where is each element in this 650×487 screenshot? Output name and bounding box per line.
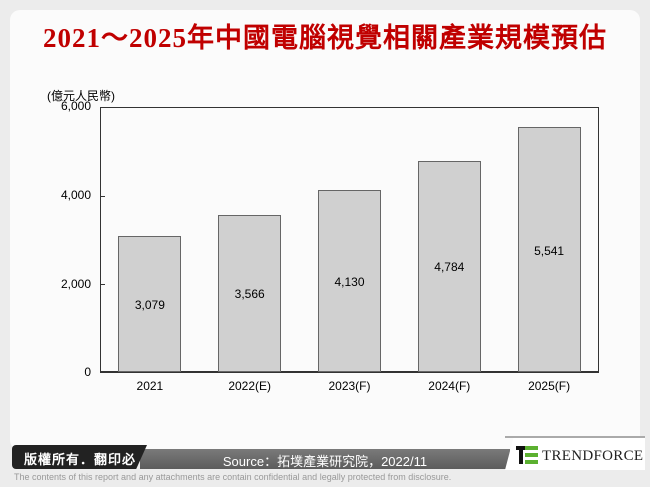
y-tick-label: 2,000 — [60, 277, 91, 291]
x-tick-label: 2022(E) — [228, 379, 272, 393]
bar-value-label: 3,566 — [234, 287, 265, 302]
chart-title: 2021～2025年中國電腦視覺相關產業規模預估 — [43, 23, 607, 53]
x-tick-label: 2025(F) — [528, 379, 571, 393]
y-tick-mark — [100, 196, 105, 197]
source-text: Source：拓墣產業研究院，2022/11 — [222, 454, 428, 469]
copyright-text: 版權所有．翻印必究 — [24, 452, 137, 486]
x-tick-label: 2023(F) — [328, 379, 371, 393]
bar: 5,541 — [517, 127, 581, 372]
trendforce-logo-icon — [516, 446, 538, 464]
copyright-badge: 版權所有．翻印必究 — [12, 445, 147, 469]
source-bar: Source：拓墣產業研究院，2022/11 — [140, 449, 510, 469]
x-tick-label: 2021 — [136, 379, 164, 393]
bar: 3,079 — [118, 236, 182, 372]
y-axis-unit: (億元人民幣) — [47, 89, 115, 103]
logo-divider — [505, 436, 645, 438]
y-tick-label: 0 — [84, 365, 91, 379]
bar-value-label: 5,541 — [534, 243, 565, 258]
bar: 3,566 — [218, 214, 282, 372]
plot-area — [100, 107, 599, 373]
y-tick-mark — [100, 284, 105, 285]
y-tick-label: 4,000 — [60, 188, 91, 202]
trendforce-logo-text: TRENDFORCE — [542, 448, 644, 464]
bar-value-label: 4,130 — [334, 274, 365, 289]
disclaimer: The contents of this report and any atta… — [14, 472, 452, 482]
bar: 4,784 — [417, 160, 481, 372]
bar-value-label: 4,784 — [434, 260, 465, 275]
x-tick-label: 2024(F) — [428, 379, 471, 393]
bar: 4,130 — [318, 189, 381, 372]
bar-value-label: 3,079 — [134, 297, 165, 312]
y-tick-label: 6,000 — [60, 99, 91, 113]
